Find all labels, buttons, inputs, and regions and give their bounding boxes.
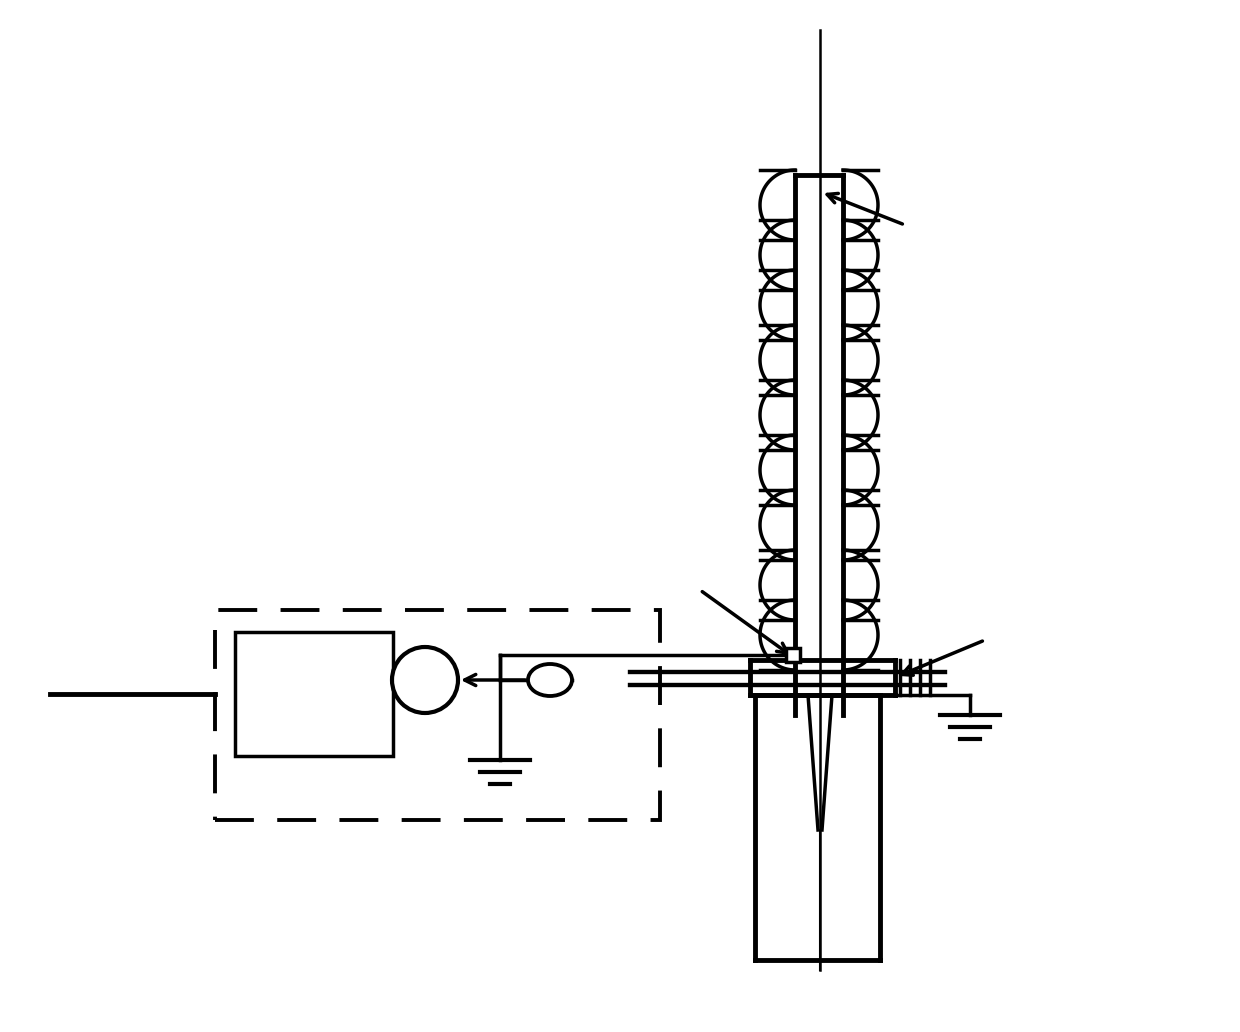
Bar [236, 632, 393, 756]
Ellipse shape [528, 664, 572, 696]
Bar [215, 610, 660, 820]
Circle shape [392, 647, 458, 713]
Bar [786, 648, 800, 662]
